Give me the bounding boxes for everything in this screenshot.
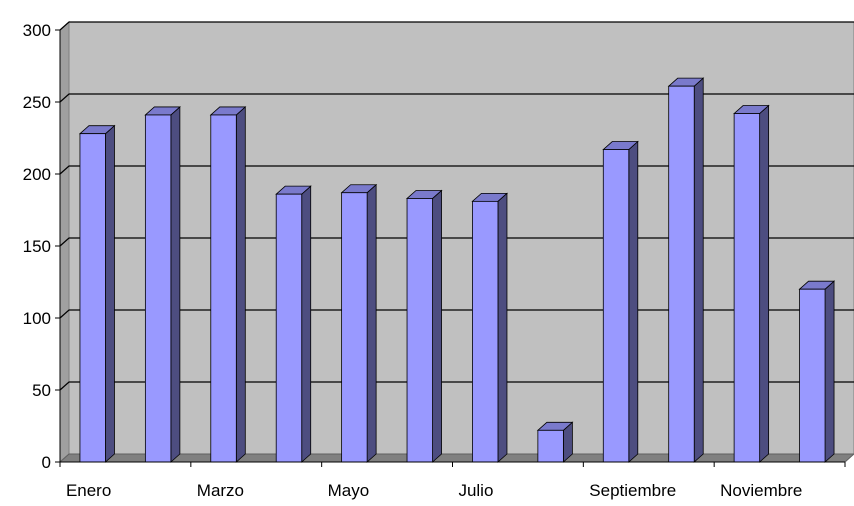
bar-side [105, 124, 115, 463]
bar [733, 104, 770, 463]
bar [667, 77, 705, 463]
bar [536, 421, 574, 463]
bar-front [341, 192, 368, 463]
gridline [59, 309, 854, 319]
bar-front [602, 149, 630, 463]
y-tick-label: 0 [42, 453, 51, 472]
gridline [59, 237, 854, 247]
bar [340, 183, 378, 463]
y-tick-label: 200 [23, 165, 51, 184]
bar-front [537, 429, 564, 463]
bar-side [693, 77, 704, 463]
bar-front [733, 113, 761, 463]
gridline [59, 165, 854, 175]
bar-front [472, 200, 499, 463]
bar-front [668, 85, 695, 463]
x-tick-label: Julio [458, 481, 493, 500]
x-tick-label: Noviembre [720, 481, 802, 500]
x-axis-ticks: Enero Marzo Mayo Julio Septiembre Noviembre [59, 462, 846, 500]
bar-front [275, 193, 303, 463]
y-tick-label: 150 [23, 237, 51, 256]
bar-front [79, 133, 106, 463]
gridline [59, 21, 854, 31]
x-tick-label: Mayo [328, 481, 370, 500]
bar-side [432, 189, 442, 463]
bar [602, 140, 639, 463]
bar-side [301, 185, 312, 463]
bar-front [799, 288, 826, 463]
bar-side [824, 280, 835, 463]
bar-front [144, 114, 172, 463]
gridlines [59, 21, 854, 391]
bar-front [406, 198, 433, 463]
y-axis-ticks: 0 50 100 150 200 250 300 [23, 21, 60, 472]
bar [275, 185, 312, 463]
gridline [59, 381, 854, 391]
bar-side [759, 104, 770, 463]
bar [405, 189, 443, 463]
bar-side [628, 140, 639, 463]
gridline [59, 93, 854, 103]
y-tick-label: 50 [32, 381, 51, 400]
y-tick-label: 300 [23, 21, 51, 40]
bar-side [235, 106, 246, 463]
y-tick-label: 250 [23, 93, 51, 112]
bar [209, 106, 247, 463]
x-tick-label: Septiembre [589, 481, 676, 500]
bar [798, 280, 836, 463]
bar-side [497, 192, 508, 463]
bar-front [210, 114, 237, 463]
bar [78, 124, 116, 463]
y-tick-label: 100 [23, 309, 51, 328]
bar [144, 106, 181, 463]
x-tick-label: Marzo [197, 481, 244, 500]
bar-side [170, 106, 181, 463]
bar [471, 192, 509, 463]
x-tick-label: Enero [66, 481, 111, 500]
bar-side [366, 183, 377, 463]
